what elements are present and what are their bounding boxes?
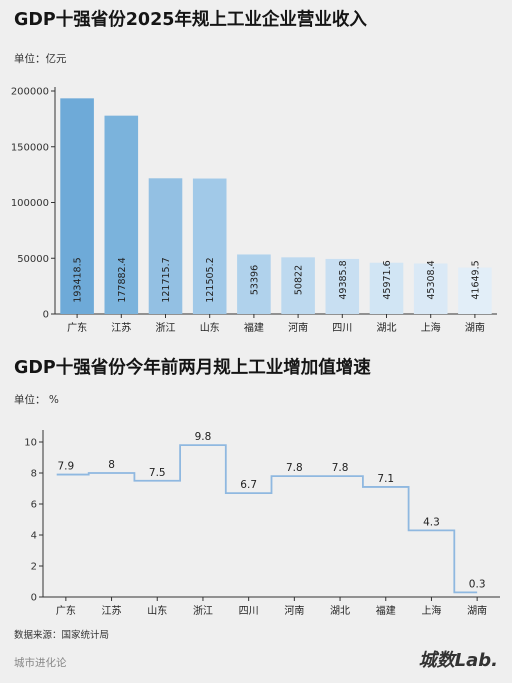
y-tick-label: 0 xyxy=(43,310,49,321)
x-tick-label: 江苏 xyxy=(102,604,122,617)
point-value-label: 6.7 xyxy=(240,479,257,491)
bar-value-label: 121715.7 xyxy=(161,257,172,302)
bar xyxy=(413,263,448,314)
chart1-unit-label: 单位：亿元 xyxy=(14,53,67,65)
bar xyxy=(369,262,404,314)
bar xyxy=(237,254,271,314)
bar xyxy=(104,115,139,314)
y-tick-label: 4 xyxy=(31,531,37,542)
x-tick-label: 上海 xyxy=(421,321,441,334)
point-value-label: 9.8 xyxy=(195,431,212,443)
footer-logo-suffix: Lab. xyxy=(454,650,498,671)
growth-step-chart: 0 2 4 6 8 10 广东 7.9 江苏 8 山东 7.5 浙江 9.8 四川 6.7 河南 7.8 湖北 7.8… xyxy=(24,430,500,617)
chart2-title: GDP十强省份今年前两月规上工业增加值增速 xyxy=(14,358,371,378)
y-tick-label: 6 xyxy=(31,500,37,511)
bar-value-label: 45971.6 xyxy=(382,260,393,299)
x-tick-label: 山东 xyxy=(200,321,220,334)
bar xyxy=(192,178,227,314)
y-tick-label: 0 xyxy=(31,593,37,604)
x-tick-label: 湖北 xyxy=(377,322,397,334)
point-value-label: 7.8 xyxy=(286,462,303,474)
data-source-note: 数据来源：国家统计局 xyxy=(14,630,110,641)
x-tick-label: 上海 xyxy=(421,604,441,617)
x-tick-label: 浙江 xyxy=(156,322,176,334)
x-tick-label: 山东 xyxy=(147,604,167,617)
x-tick-label: 河南 xyxy=(284,604,304,617)
x-tick-label: 浙江 xyxy=(193,605,213,617)
x-tick-label: 福建 xyxy=(244,321,264,334)
bar-value-label: 45308.4 xyxy=(426,260,437,299)
chart1-title: GDP十强省份2025年规上工业企业营业收入 xyxy=(14,10,367,30)
point-value-label: 7.9 xyxy=(57,461,74,473)
y-tick-label: 10 xyxy=(24,438,37,449)
bar xyxy=(148,178,183,314)
bar xyxy=(458,267,492,314)
y-tick-label: 100000 xyxy=(11,198,49,209)
bar xyxy=(325,258,360,314)
bar xyxy=(281,257,315,314)
point-value-label: 0.3 xyxy=(469,578,486,590)
footer-brand-text: 城市进化论 xyxy=(14,657,67,669)
x-tick-label: 河南 xyxy=(288,321,308,334)
bar-value-label: 193418.5 xyxy=(73,257,84,302)
chart2-unit-label: 单位： % xyxy=(14,394,59,406)
bar-value-label: 41649.5 xyxy=(470,260,481,299)
y-tick-label: 50000 xyxy=(17,254,49,265)
point-value-label: 7.1 xyxy=(377,473,394,485)
series-step-line xyxy=(56,444,478,594)
footer-logo-main: 城数 xyxy=(418,650,455,671)
bar-value-label: 121505.2 xyxy=(205,257,216,302)
x-tick-label: 湖南 xyxy=(467,604,487,617)
point-value-label: 7.8 xyxy=(332,462,349,474)
x-tick-label: 湖南 xyxy=(465,321,485,334)
y-tick-label: 2 xyxy=(31,562,37,573)
bar-value-label: 49385.8 xyxy=(338,260,349,299)
y-tick-label: 200000 xyxy=(11,87,49,98)
y-tick-label: 150000 xyxy=(11,142,49,153)
bar-value-label: 177882.4 xyxy=(117,257,128,302)
y-tick-label: 8 xyxy=(31,469,37,480)
x-tick-label: 福建 xyxy=(376,604,396,617)
x-tick-label: 湖北 xyxy=(330,605,350,617)
x-tick-label: 广东 xyxy=(67,321,87,334)
x-tick-label: 四川 xyxy=(239,606,259,617)
footer-logo: 城数Lab. xyxy=(419,646,498,672)
x-tick-label: 江苏 xyxy=(111,321,131,334)
point-value-label: 4.3 xyxy=(423,516,440,528)
x-tick-label: 四川 xyxy=(332,323,352,334)
x-tick-label: 广东 xyxy=(56,604,76,617)
revenue-bar-chart: 0 50000 100000 150000 200000 广东 193418.5 江苏 1778… xyxy=(11,87,497,334)
bar xyxy=(60,98,94,314)
bar-value-label: 53396 xyxy=(249,265,260,295)
point-value-label: 7.5 xyxy=(149,467,166,479)
bar-value-label: 50822 xyxy=(294,265,305,295)
point-value-label: 8 xyxy=(108,459,115,471)
